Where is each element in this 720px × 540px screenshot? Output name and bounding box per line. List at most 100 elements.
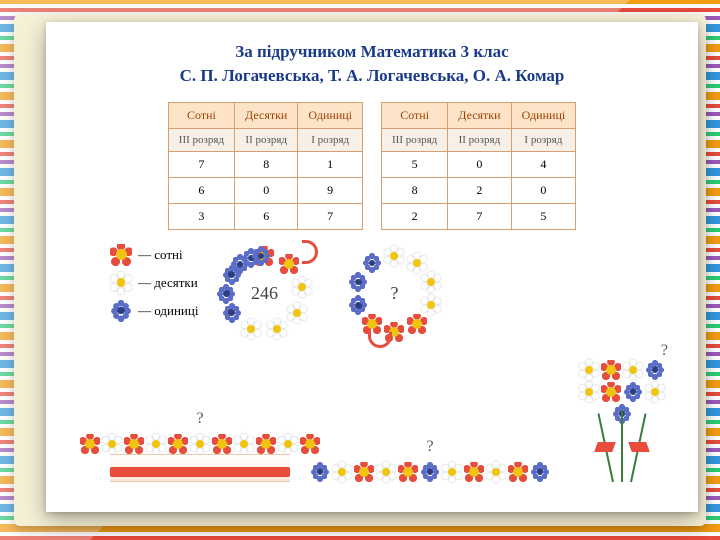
blue-flower-icon: [420, 462, 440, 482]
blue-flower-icon: [310, 462, 330, 482]
place-value-table-1: Сотні Десятки Одиниці III розряд II розр…: [168, 102, 363, 230]
flower-legend: — сотні — десятки — одиниці: [110, 244, 198, 322]
col-header: Десятки: [448, 102, 511, 128]
box-flowers: [110, 434, 290, 454]
flower-box: ?: [110, 410, 290, 482]
wreath-2: ?: [344, 244, 444, 344]
wreath-label: ?: [390, 283, 398, 304]
white-flower-icon: [287, 303, 307, 323]
white-flower-icon: [292, 277, 312, 297]
col-header: Десятки: [235, 102, 298, 128]
legend-white: — десятки: [110, 272, 198, 294]
white-flower-icon: [645, 382, 665, 402]
red-flower-icon: [407, 314, 427, 334]
cell: 0: [448, 151, 511, 177]
col-subheader: I розряд: [298, 128, 363, 151]
white-flower-icon: [421, 295, 441, 315]
main-card: За підручником Математика 3 клас С. П. Л…: [46, 22, 698, 512]
red-flower-icon: [212, 434, 232, 454]
white-flower-icon: [234, 434, 254, 454]
ribbon-icon: [602, 440, 642, 454]
red-flower-icon: [601, 382, 621, 402]
red-flower-icon: [464, 462, 484, 482]
white-flower-icon: [102, 434, 122, 454]
tables-row: Сотні Десятки Одиниці III розряд II розр…: [70, 102, 674, 230]
white-flower-icon: [623, 360, 643, 380]
white-flower-icon: [190, 434, 210, 454]
row-label: ?: [310, 438, 550, 456]
white-flower-icon: [407, 253, 427, 273]
red-flower-icon: [124, 434, 144, 454]
col-subheader: III розряд: [382, 128, 448, 151]
cell: 1: [298, 151, 363, 177]
cell: 8: [235, 151, 298, 177]
red-flower-icon: [256, 434, 276, 454]
red-flower-icon: [300, 434, 320, 454]
wreaths-group: 246 ?: [214, 244, 444, 344]
white-flower-icon: [278, 434, 298, 454]
title-line-1: За підручником Математика 3 клас: [70, 40, 674, 64]
wreath-1: 246: [214, 244, 314, 344]
cell: 6: [235, 203, 298, 229]
white-flower-icon: [486, 462, 506, 482]
legend-blue: — одиниці: [110, 300, 198, 322]
legend-label: — десятки: [138, 275, 198, 291]
ribbon-icon: [110, 467, 290, 477]
col-subheader: II розряд: [235, 128, 298, 151]
place-value-table-2: Сотні Десятки Одиниці III розряд II розр…: [381, 102, 576, 230]
blue-flower-icon: [623, 382, 643, 402]
cell: 7: [448, 203, 511, 229]
white-flower-icon: [146, 434, 166, 454]
col-header: Сотні: [382, 102, 448, 128]
cell: 8: [382, 177, 448, 203]
blue-flower-icon: [362, 253, 382, 273]
col-header: Сотні: [168, 102, 234, 128]
col-header: Одиниці: [298, 102, 363, 128]
cell: 7: [168, 151, 234, 177]
cell: 5: [511, 203, 576, 229]
red-flower-icon: [508, 462, 528, 482]
white-flower-icon: [384, 246, 404, 266]
cell: 2: [382, 203, 448, 229]
cell: 6: [168, 177, 234, 203]
white-flower-icon: [579, 382, 599, 402]
flower-row: [310, 462, 550, 482]
legend-label: — одиниці: [138, 303, 198, 319]
page-title: За підручником Математика 3 клас С. П. Л…: [70, 40, 674, 88]
col-subheader: III розряд: [168, 128, 234, 151]
col-subheader: I розряд: [511, 128, 576, 151]
red-flower-icon: [80, 434, 100, 454]
blue-flower-icon: [645, 360, 665, 380]
ribbon-icon: [368, 332, 392, 348]
cell: 9: [298, 177, 363, 203]
red-flower-icon: [398, 462, 418, 482]
cell: 2: [448, 177, 511, 203]
middle-row: — сотні — десятки — одиниці 246 ?: [110, 244, 674, 344]
blue-flower-icon: [348, 272, 368, 292]
blue-flower-icon: [348, 295, 368, 315]
cell: 5: [382, 151, 448, 177]
white-flower-icon: [332, 462, 352, 482]
col-subheader: II розряд: [448, 128, 511, 151]
red-flower-icon: [354, 462, 374, 482]
box-label: ?: [110, 410, 290, 428]
bottom-row: ? ? ?: [110, 352, 674, 482]
red-flower-icon: [601, 360, 621, 380]
red-flower-icon: [168, 434, 188, 454]
cell: 4: [511, 151, 576, 177]
cell: 7: [298, 203, 363, 229]
red-flower-icon: [110, 244, 132, 266]
white-flower-icon: [579, 360, 599, 380]
bouquet-label: ?: [661, 342, 668, 360]
blue-flower-icon: [110, 300, 132, 322]
white-flower-icon: [267, 319, 287, 339]
white-flower-icon: [241, 319, 261, 339]
cell: 0: [511, 177, 576, 203]
blue-flower-icon: [216, 284, 236, 304]
cell: 0: [235, 177, 298, 203]
white-flower-icon: [110, 272, 132, 294]
white-flower-icon: [442, 462, 462, 482]
bouquet: ?: [570, 352, 674, 482]
blue-flower-icon: [222, 303, 242, 323]
blue-flower-icon: [530, 462, 550, 482]
